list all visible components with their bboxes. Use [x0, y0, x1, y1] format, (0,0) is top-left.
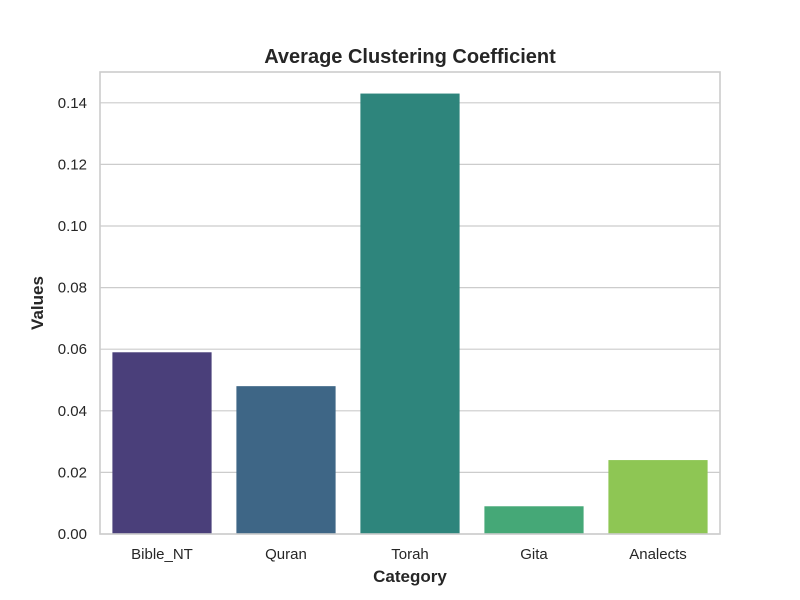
bars	[112, 93, 708, 534]
x-tick-label: Gita	[520, 546, 548, 563]
y-tick-label: 0.06	[58, 341, 87, 358]
y-tick-label: 0.14	[58, 95, 87, 112]
bar-gita	[484, 506, 584, 534]
y-tick-label: 0.12	[58, 156, 87, 173]
y-tick-label: 0.02	[58, 464, 87, 481]
y-tick-label: 0.04	[58, 403, 87, 420]
chart-title: Average Clustering Coefficient	[264, 46, 556, 68]
x-tick-labels: Bible_NT Quran Torah Gita Analects	[131, 546, 687, 563]
x-tick-label: Torah	[391, 546, 429, 563]
x-tick-label: Bible_NT	[131, 546, 193, 563]
bar-quran	[236, 386, 336, 534]
y-tick-labels: 0.00 0.02 0.04 0.06 0.08 0.10 0.12 0.14	[58, 95, 87, 543]
y-axis-label: Values	[28, 276, 47, 330]
bar-bible-nt	[112, 352, 212, 534]
y-tick-label: 0.00	[58, 526, 87, 543]
bar-torah	[360, 93, 460, 534]
plot-frame	[99, 71, 721, 535]
y-tick-label: 0.08	[58, 280, 87, 297]
x-axis-label: Category	[373, 567, 447, 586]
y-tick-label: 0.10	[58, 218, 87, 235]
x-tick-label: Analects	[629, 546, 687, 563]
x-tick-label: Quran	[265, 546, 307, 563]
bar-analects	[608, 460, 708, 534]
